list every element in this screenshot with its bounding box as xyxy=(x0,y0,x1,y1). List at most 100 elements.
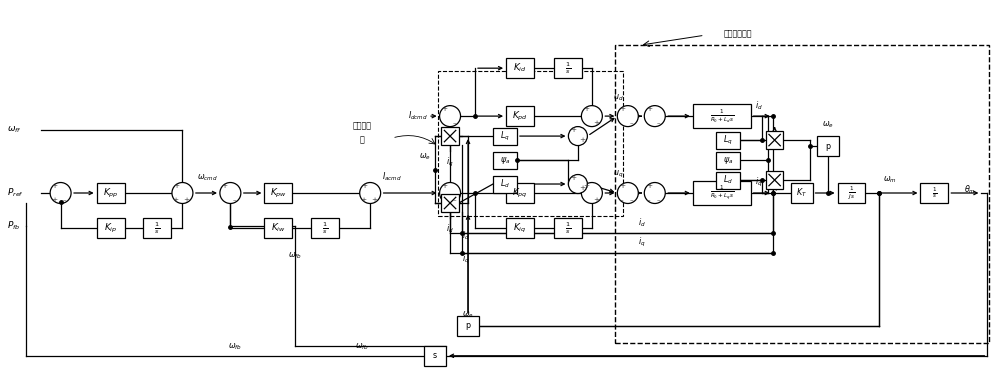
Text: –: – xyxy=(657,197,661,203)
Text: +: + xyxy=(570,175,576,181)
Text: $\frac{1}{R_0+L_q s}$: $\frac{1}{R_0+L_q s}$ xyxy=(710,184,734,202)
Bar xyxy=(716,152,740,168)
Text: $K_{iw}$: $K_{iw}$ xyxy=(271,222,286,234)
Bar xyxy=(693,181,751,205)
Text: $i_d$: $i_d$ xyxy=(638,217,646,229)
Text: $\omega_e$: $\omega_e$ xyxy=(419,152,431,162)
Text: $i_q$: $i_q$ xyxy=(446,156,454,169)
Text: p: p xyxy=(825,142,830,151)
Bar xyxy=(716,171,740,189)
Text: +: + xyxy=(646,183,652,189)
Circle shape xyxy=(644,182,665,203)
Text: +: + xyxy=(361,183,367,189)
Bar xyxy=(424,346,446,366)
Text: –: – xyxy=(630,197,634,203)
Text: +: + xyxy=(441,183,447,189)
Text: +: + xyxy=(583,183,589,189)
Text: $u_q$: $u_q$ xyxy=(613,169,623,180)
Text: +: + xyxy=(172,197,179,203)
Bar xyxy=(441,127,459,145)
Circle shape xyxy=(617,106,638,126)
Text: $K_{iq}$: $K_{iq}$ xyxy=(513,222,527,234)
Text: $\omega_e$: $\omega_e$ xyxy=(462,310,474,320)
Bar xyxy=(791,183,813,203)
Text: –: – xyxy=(630,120,634,126)
Text: $u_d$: $u_d$ xyxy=(613,93,623,103)
Text: $i_d$: $i_d$ xyxy=(755,100,762,112)
Text: +: + xyxy=(579,137,585,143)
Text: $\frac{1}{s}$: $\frac{1}{s}$ xyxy=(932,185,937,201)
Bar xyxy=(716,132,740,149)
Text: –: – xyxy=(620,197,624,203)
Text: +: + xyxy=(579,185,585,191)
Bar xyxy=(457,316,479,336)
Bar xyxy=(441,194,459,212)
Text: –: – xyxy=(647,197,651,203)
Text: +: + xyxy=(619,106,625,112)
Text: +: + xyxy=(52,183,58,189)
Circle shape xyxy=(220,182,241,203)
Circle shape xyxy=(172,182,193,203)
Text: –: – xyxy=(452,120,456,126)
Bar xyxy=(264,183,292,203)
Bar xyxy=(506,183,534,203)
Text: $\frac{1}{Js}$: $\frac{1}{Js}$ xyxy=(848,185,855,201)
Text: $P_{fb}$: $P_{fb}$ xyxy=(7,220,20,232)
Text: 解耦补偿: 解耦补偿 xyxy=(353,121,372,131)
Circle shape xyxy=(360,182,381,203)
Text: $\frac{1}{s}$: $\frac{1}{s}$ xyxy=(565,61,571,76)
Text: $\omega_{fb}$: $\omega_{fb}$ xyxy=(355,341,369,352)
Circle shape xyxy=(581,182,602,203)
Text: –: – xyxy=(657,120,661,126)
Text: +: + xyxy=(173,183,180,189)
Text: $I_{acmd}$: $I_{acmd}$ xyxy=(382,170,402,183)
Text: $\omega_{cmd}$: $\omega_{cmd}$ xyxy=(197,173,218,183)
Text: +: + xyxy=(360,197,366,203)
Text: +: + xyxy=(619,183,625,189)
Bar xyxy=(438,71,623,216)
Text: $\omega_{fb}$: $\omega_{fb}$ xyxy=(288,251,302,261)
Bar xyxy=(493,152,517,168)
Text: s: s xyxy=(433,351,437,360)
Bar xyxy=(506,218,534,238)
Text: $K_{pw}$: $K_{pw}$ xyxy=(270,187,287,199)
Text: $I_{dcmd}$: $I_{dcmd}$ xyxy=(408,110,428,122)
Text: +: + xyxy=(183,197,189,203)
Bar xyxy=(766,171,783,189)
Bar xyxy=(97,183,125,203)
Bar xyxy=(554,218,582,238)
Text: +: + xyxy=(593,120,599,126)
Bar xyxy=(493,175,517,192)
Text: –: – xyxy=(452,197,456,203)
Text: –: – xyxy=(63,197,66,203)
Text: +: + xyxy=(52,197,58,203)
Circle shape xyxy=(581,106,602,126)
Text: $i_q$: $i_q$ xyxy=(638,236,646,249)
Text: $\omega_{ff}$: $\omega_{ff}$ xyxy=(7,125,21,135)
Text: $K_{pq}$: $K_{pq}$ xyxy=(512,187,528,199)
Text: $\frac{1}{s}$: $\frac{1}{s}$ xyxy=(154,220,160,236)
Bar xyxy=(143,218,171,238)
Bar xyxy=(506,106,534,126)
Bar xyxy=(766,131,783,149)
Text: –: – xyxy=(233,197,236,203)
Text: p: p xyxy=(465,321,471,330)
Text: $\frac{1}{R_0+L_d s}$: $\frac{1}{R_0+L_d s}$ xyxy=(710,107,734,125)
Bar xyxy=(693,104,751,128)
Text: $K_{ip}$: $K_{ip}$ xyxy=(104,222,117,234)
Text: $i_d$: $i_d$ xyxy=(446,223,454,236)
Text: $\omega_e$: $\omega_e$ xyxy=(822,120,834,130)
Bar xyxy=(506,58,534,78)
Text: $P_{ref}$: $P_{ref}$ xyxy=(7,187,24,199)
Text: +: + xyxy=(583,106,589,112)
Text: 电机对象模型: 电机对象模型 xyxy=(723,29,752,38)
Circle shape xyxy=(644,106,665,126)
Text: $\psi_a$: $\psi_a$ xyxy=(500,154,510,166)
Bar xyxy=(264,218,292,238)
Text: $i_q$: $i_q$ xyxy=(462,253,470,267)
Circle shape xyxy=(440,106,461,126)
Text: $\omega_m$: $\omega_m$ xyxy=(883,175,897,185)
Text: $i_q$: $i_q$ xyxy=(755,176,762,189)
Text: $K_T$: $K_T$ xyxy=(796,187,807,199)
Text: $\omega_{fb}$: $\omega_{fb}$ xyxy=(228,341,242,352)
